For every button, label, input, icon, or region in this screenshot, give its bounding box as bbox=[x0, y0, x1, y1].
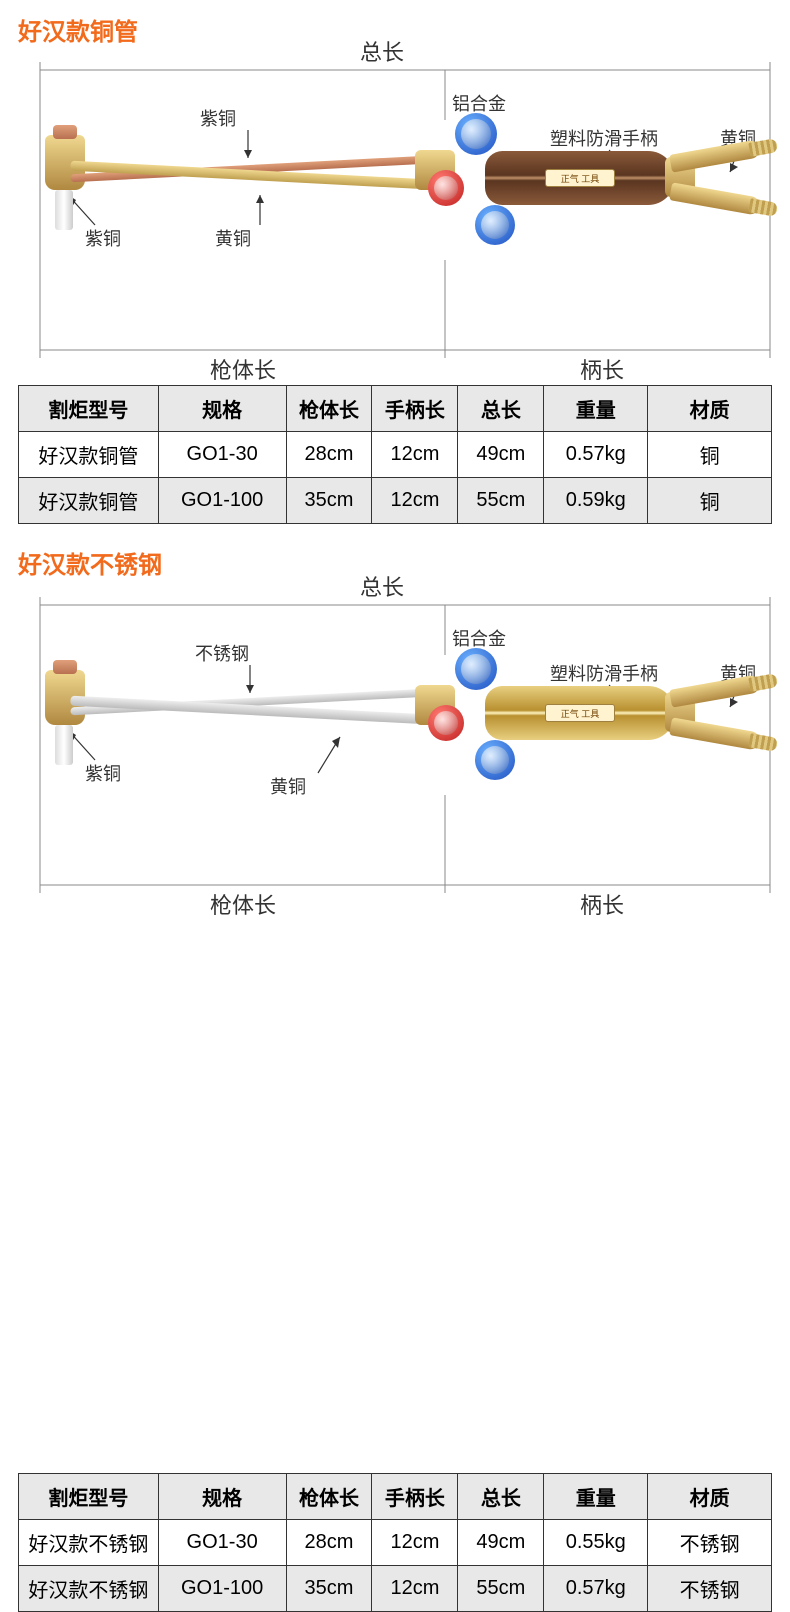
th-material: 材质 bbox=[648, 1474, 772, 1520]
th-total: 总长 bbox=[458, 1474, 544, 1520]
valve-mid bbox=[428, 170, 464, 206]
dim-body-label: 枪体长 bbox=[210, 358, 276, 383]
dim-handle-label: 柄长 bbox=[580, 358, 624, 383]
torch-handle: 正气 工具 bbox=[485, 686, 675, 740]
th-hand: 手柄长 bbox=[372, 1474, 458, 1520]
th-spec: 规格 bbox=[158, 1474, 286, 1520]
table-row: 好汉款不锈钢 GO1-100 35cm 12cm 55cm 0.57kg 不锈钢 bbox=[19, 1566, 772, 1612]
th-weight: 重量 bbox=[544, 386, 648, 432]
th-weight: 重量 bbox=[544, 1474, 648, 1520]
table-header-row: 割炬型号 规格 枪体长 手柄长 总长 重量 材质 bbox=[19, 1474, 772, 1520]
th-material: 材质 bbox=[648, 386, 772, 432]
spec-table-stainless: 割炬型号 规格 枪体长 手柄长 总长 重量 材质 好汉款不锈钢 GO1-30 2… bbox=[18, 1473, 772, 1612]
valve-bottom bbox=[475, 205, 515, 245]
th-hand: 手柄长 bbox=[372, 386, 458, 432]
valve-top bbox=[455, 113, 497, 155]
th-body: 枪体长 bbox=[286, 1474, 372, 1520]
valve-bottom bbox=[475, 740, 515, 780]
outlet-bottom bbox=[669, 182, 761, 215]
outlet-top bbox=[669, 674, 761, 707]
spec-table-copper: 割炬型号 规格 枪体长 手柄长 总长 重量 材质 好汉款铜管 GO1-30 28… bbox=[18, 385, 772, 524]
th-model: 割炬型号 bbox=[19, 386, 159, 432]
table-header-row: 割炬型号 规格 枪体长 手柄长 总长 重量 材质 bbox=[19, 386, 772, 432]
dim-body-label: 枪体长 bbox=[210, 893, 276, 918]
torch-handle: 正气 工具 bbox=[485, 151, 675, 205]
section-title: 好汉款铜管 bbox=[18, 12, 138, 47]
section-stainless: 好汉款不锈钢 总长 枪体长 柄长 紫铜 不锈钢 黄铜 bbox=[0, 545, 790, 1102]
dim-total-label: 总长 bbox=[360, 575, 404, 600]
product-illustration-stainless: 正气 工具 bbox=[15, 630, 775, 830]
section-title: 好汉款不锈钢 bbox=[18, 545, 162, 580]
valve-top bbox=[455, 648, 497, 690]
torch-nozzle bbox=[55, 725, 73, 765]
table-row: 好汉款铜管 GO1-30 28cm 12cm 49cm 0.57kg 铜 bbox=[19, 432, 772, 478]
torch-nozzle bbox=[55, 190, 73, 230]
th-model: 割炬型号 bbox=[19, 1474, 159, 1520]
outlet-bottom bbox=[669, 717, 761, 750]
product-illustration-copper: 正气 工具 bbox=[15, 95, 775, 295]
valve-mid bbox=[428, 705, 464, 741]
dim-total-label: 总长 bbox=[360, 40, 404, 65]
handle-badge: 正气 工具 bbox=[545, 704, 615, 722]
th-spec: 规格 bbox=[158, 386, 286, 432]
th-total: 总长 bbox=[458, 386, 544, 432]
handle-badge: 正气 工具 bbox=[545, 169, 615, 187]
outlet-top bbox=[669, 139, 761, 172]
table-row: 好汉款不锈钢 GO1-30 28cm 12cm 49cm 0.55kg 不锈钢 bbox=[19, 1520, 772, 1566]
table-row: 好汉款铜管 GO1-100 35cm 12cm 55cm 0.59kg 铜 bbox=[19, 478, 772, 524]
section-copper: 好汉款铜管 总长 枪体长 柄长 紫铜 紫铜 黄铜 bbox=[0, 0, 790, 545]
th-body: 枪体长 bbox=[286, 386, 372, 432]
dim-handle-label: 柄长 bbox=[580, 893, 624, 918]
